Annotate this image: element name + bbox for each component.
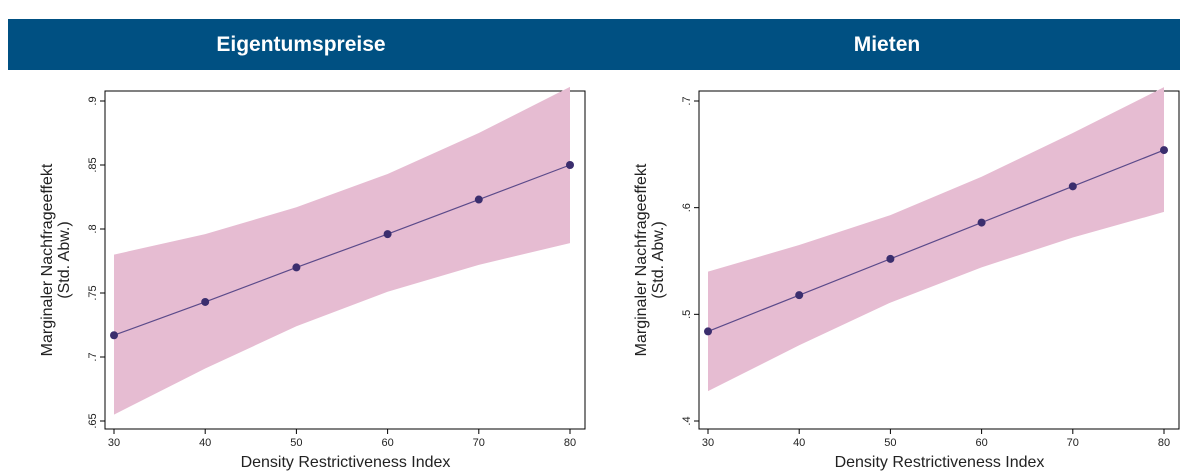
header-bar: Eigentumspreise Mieten <box>8 19 1180 70</box>
data-point <box>474 195 483 204</box>
data-point <box>1068 182 1077 191</box>
x-tick-label: 60 <box>975 437 987 449</box>
x-tick-label: 80 <box>564 437 576 449</box>
data-point <box>1160 146 1168 155</box>
x-axis-label: Density Restrictiveness Index <box>241 454 451 471</box>
right-panel-title: Mieten <box>853 33 921 56</box>
data-point <box>795 291 804 300</box>
y-tick-label: .75 <box>87 285 99 300</box>
y-tick-label: .9 <box>87 96 99 105</box>
y-axis-label: Marginaler Nachfrageeffekt <box>39 163 56 356</box>
y-tick-label: .6 <box>681 203 693 212</box>
x-tick-label: 50 <box>884 437 896 449</box>
x-tick-label: 40 <box>199 437 211 449</box>
chart-eigentumspreise: 30 40 50 60 70 80 .65 .7 .75 .8 .85 .9 Density Restr… <box>39 86 586 471</box>
x-tick-label: 70 <box>1067 437 1079 449</box>
x-tick-label: 40 <box>793 437 805 449</box>
chart-panel-eigentumspreise: 30 40 50 60 70 80 .65 .7 .75 .8 .85 .9 Density Restr… <box>2 86 586 472</box>
confidence-band <box>708 87 1164 392</box>
data-point <box>977 218 986 227</box>
y-tick-label: .8 <box>87 224 99 233</box>
x-tick-label: 30 <box>702 437 714 449</box>
data-point <box>292 263 301 272</box>
y-tick-label: .7 <box>681 96 693 105</box>
plot-frame <box>104 90 586 430</box>
chart-mieten: 30 40 50 60 70 80 .4 .5 .6 .7 Density Restrictiven… <box>633 87 1180 471</box>
left-panel-title: Eigentumspreise <box>216 33 386 56</box>
series-line <box>707 149 1165 332</box>
data-point <box>383 230 392 239</box>
chart-panel-mieten: 30 40 50 60 70 80 .4 .5 .6 .7 Density Restrictiven… <box>596 86 1180 472</box>
y-axis-label: Marginaler Nachfrageeffekt <box>633 163 650 356</box>
x-tick-label: 50 <box>290 437 302 449</box>
y-axis-label-unit: (Std. Abw.) <box>650 221 667 298</box>
data-point <box>566 161 574 169</box>
y-tick-label: .5 <box>681 310 693 319</box>
x-tick-label: 60 <box>381 437 393 449</box>
plot-frame <box>698 90 1180 430</box>
x-tick-label: 80 <box>1158 437 1170 449</box>
data-point <box>704 327 712 336</box>
y-tick-label: .4 <box>681 416 693 425</box>
y-tick-label: .7 <box>87 352 99 361</box>
data-point <box>886 254 895 263</box>
data-point <box>110 331 118 340</box>
series-line <box>113 164 571 336</box>
x-tick-label: 30 <box>108 437 120 449</box>
y-axis-label-unit: (Std. Abw.) <box>56 221 73 298</box>
x-axis-label: Density Restrictiveness Index <box>835 454 1045 471</box>
y-tick-label: .85 <box>87 157 99 172</box>
y-tick-label: .65 <box>87 413 99 428</box>
x-tick-label: 70 <box>473 437 485 449</box>
data-point <box>201 297 210 306</box>
